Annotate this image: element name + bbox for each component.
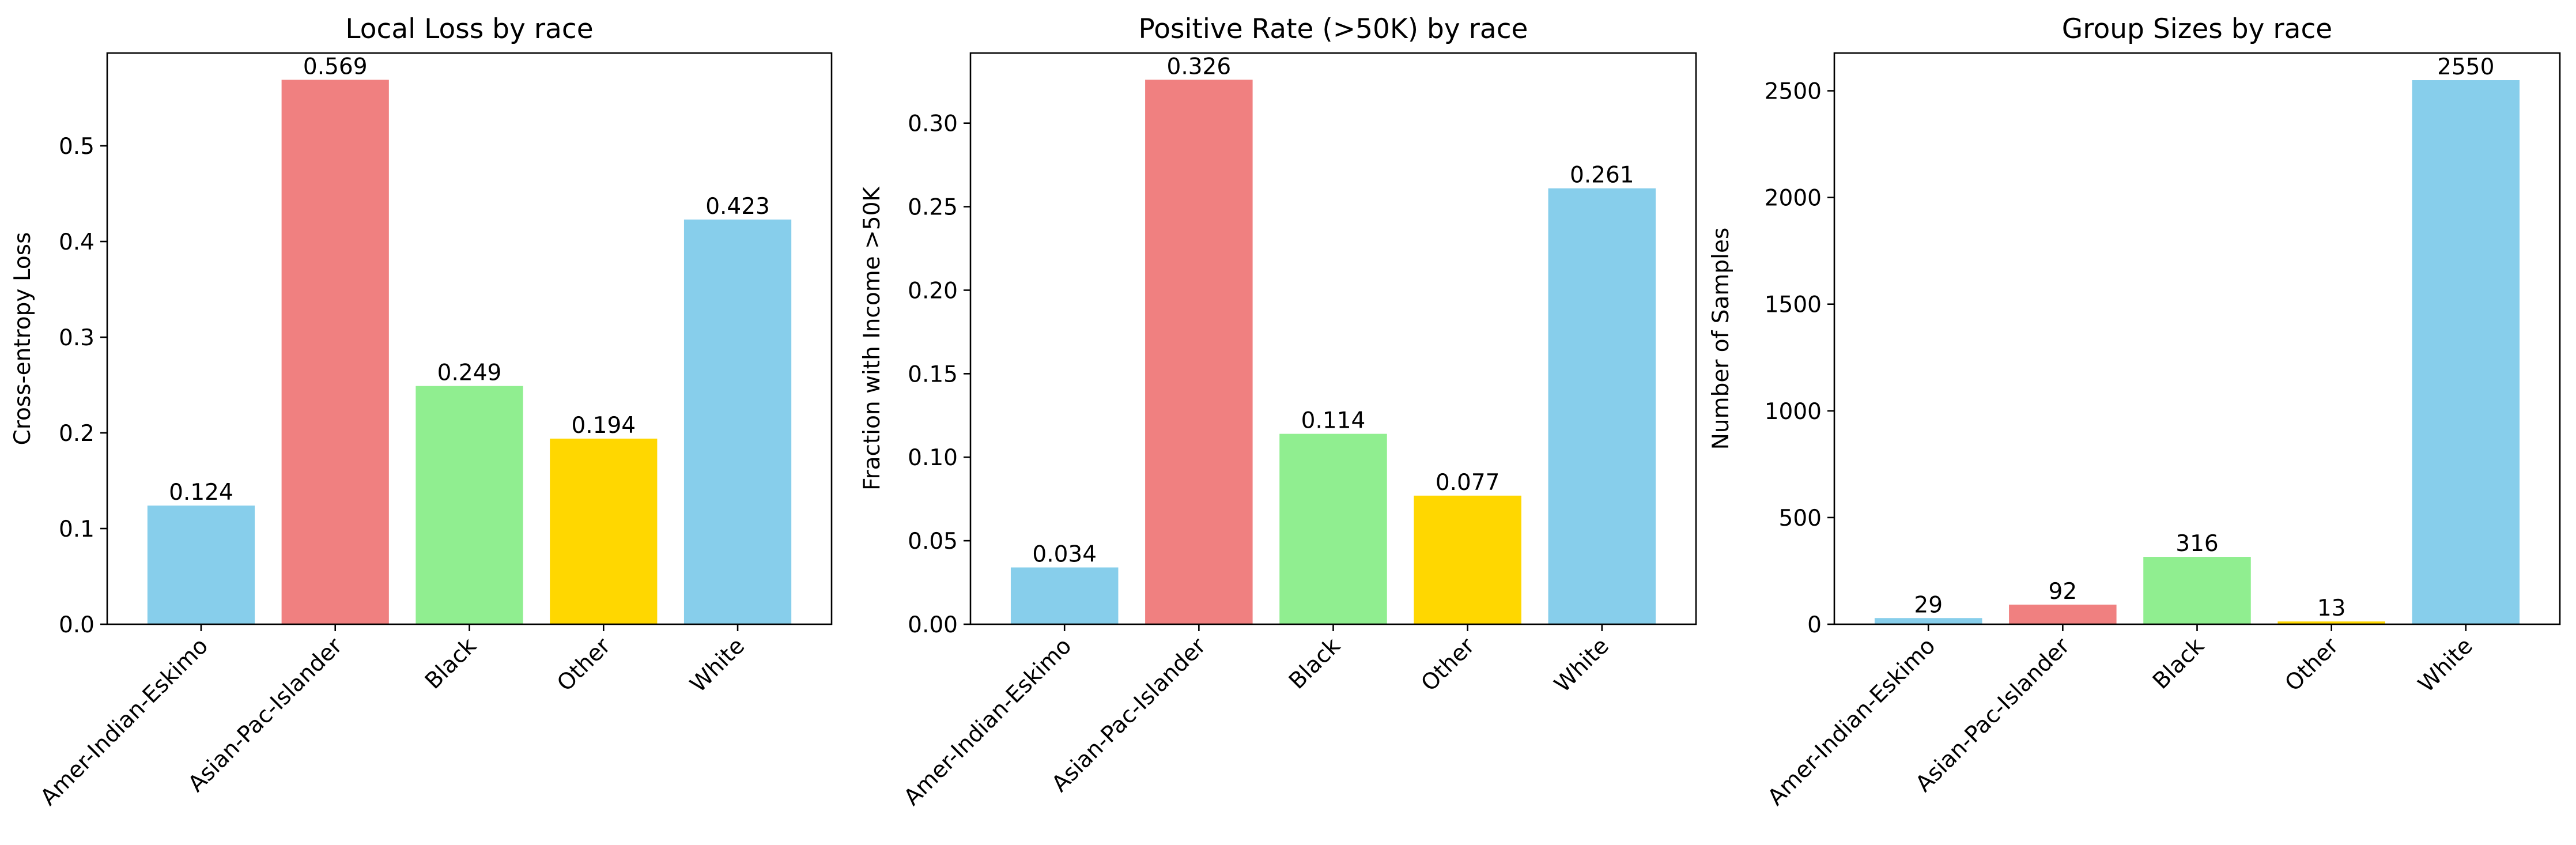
- bar: [281, 80, 389, 624]
- y-axis-label: Cross-entropy Loss: [10, 232, 36, 446]
- y-tick-label: 0.00: [908, 612, 958, 638]
- bar: [1414, 495, 1521, 624]
- y-tick-label: 0.30: [908, 111, 958, 137]
- bar-value-label: 0.326: [1167, 54, 1232, 80]
- y-tick-label: 2500: [1765, 79, 1822, 105]
- bar-value-label: 92: [2049, 579, 2078, 605]
- y-tick-label: 1000: [1765, 399, 1822, 425]
- bar: [1874, 618, 1982, 624]
- bar-value-label: 0.114: [1301, 408, 1366, 434]
- y-tick-label: 0.05: [908, 529, 958, 554]
- y-tick-label: 0.5: [59, 134, 95, 160]
- bar: [2277, 621, 2385, 624]
- y-tick-label: 0.3: [59, 325, 95, 351]
- y-tick-label: 0.25: [908, 195, 958, 221]
- bar: [1279, 433, 1387, 624]
- y-axis-label: Number of Samples: [1708, 228, 1734, 450]
- bar-value-label: 13: [2317, 595, 2346, 621]
- y-tick-label: 0.2: [59, 421, 95, 447]
- bar: [1548, 188, 1656, 624]
- bar-value-label: 0.569: [303, 54, 368, 80]
- bar: [683, 219, 792, 624]
- y-tick-label: 0.10: [908, 445, 958, 471]
- bar-value-label: 316: [2175, 531, 2218, 557]
- chart-title: Positive Rate (>50K) by race: [1139, 13, 1528, 45]
- bar-value-label: 0.034: [1032, 541, 1097, 567]
- chart-title: Local Loss by race: [345, 13, 593, 45]
- y-tick-label: 500: [1779, 506, 1822, 531]
- y-tick-label: 2000: [1765, 186, 1822, 212]
- bar-value-label: 29: [1914, 592, 1943, 618]
- bar: [2009, 604, 2117, 624]
- bar-value-label: 2550: [2437, 54, 2494, 80]
- chart-title: Group Sizes by race: [2062, 13, 2332, 45]
- bar-value-label: 0.077: [1436, 470, 1500, 496]
- y-tick-label: 0: [1807, 612, 1822, 638]
- y-tick-label: 0.1: [59, 516, 95, 542]
- y-tick-label: 0.0: [59, 612, 95, 638]
- bar: [1145, 80, 1253, 625]
- y-axis-label: Fraction with Income >50K: [859, 186, 885, 491]
- y-tick-label: 0.4: [59, 229, 95, 255]
- bar-value-label: 0.423: [705, 194, 770, 220]
- y-tick-label: 1500: [1765, 292, 1822, 318]
- bar-value-label: 0.249: [437, 360, 502, 386]
- bar: [2143, 557, 2251, 624]
- y-tick-label: 0.15: [908, 361, 958, 387]
- bar: [147, 506, 255, 624]
- bar-value-label: 0.194: [571, 413, 636, 439]
- bar: [550, 438, 658, 624]
- bar: [416, 386, 523, 624]
- bar-value-label: 0.124: [169, 480, 233, 506]
- bar: [1010, 567, 1119, 624]
- y-tick-label: 0.20: [908, 278, 958, 304]
- bar: [2412, 80, 2520, 625]
- bar-value-label: 0.261: [1570, 163, 1634, 188]
